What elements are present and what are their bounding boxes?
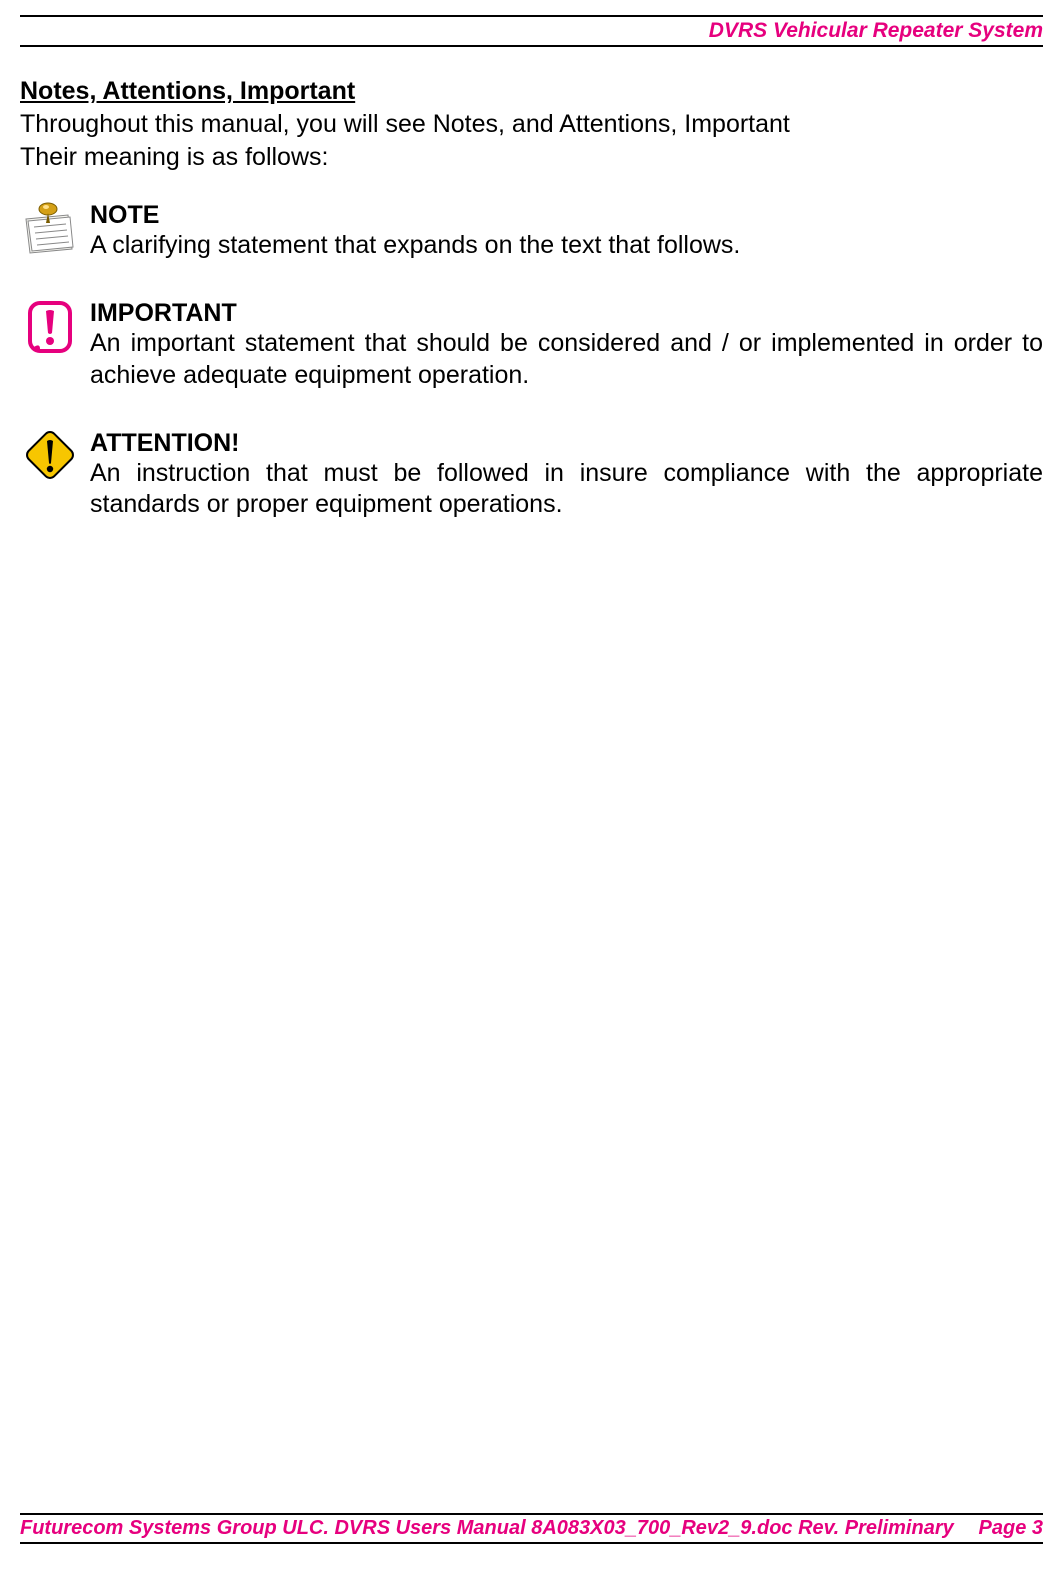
header-title: DVRS Vehicular Repeater System xyxy=(709,19,1043,42)
callout-important: IMPORTANT An important statement that sh… xyxy=(20,299,1043,391)
intro-line-1: Throughout this manual, you will see Not… xyxy=(20,110,790,138)
callout-important-body: IMPORTANT An important statement that sh… xyxy=(80,299,1043,391)
callout-note-body: NOTE A clarifying statement that expands… xyxy=(80,201,1043,261)
callout-note-label: NOTE xyxy=(90,201,1043,230)
section-heading: Notes, Attentions, Important xyxy=(20,77,1043,106)
note-icon xyxy=(20,201,80,257)
footer-left: Futurecom Systems Group ULC. DVRS Users … xyxy=(20,1517,954,1540)
callout-attention-desc: An instruction that must be followed in … xyxy=(90,458,1043,521)
callout-note-desc: A clarifying statement that expands on t… xyxy=(90,230,1043,261)
attention-icon xyxy=(20,429,80,481)
callout-note: NOTE A clarifying statement that expands… xyxy=(20,201,1043,261)
callout-important-label: IMPORTANT xyxy=(90,299,1043,328)
header-bar: DVRS Vehicular Repeater System xyxy=(20,15,1043,47)
intro-line-2: Their meaning is as follows: xyxy=(20,143,328,171)
footer-bar: Futurecom Systems Group ULC. DVRS Users … xyxy=(20,1513,1043,1544)
callout-important-desc: An important statement that should be co… xyxy=(90,328,1043,391)
callout-attention-body: ATTENTION! An instruction that must be f… xyxy=(80,429,1043,521)
callout-attention: ATTENTION! An instruction that must be f… xyxy=(20,429,1043,521)
footer-right: Page 3 xyxy=(979,1517,1043,1540)
intro-text: Throughout this manual, you will see Not… xyxy=(20,108,1043,173)
important-icon xyxy=(20,299,80,355)
callout-attention-label: ATTENTION! xyxy=(90,429,1043,458)
